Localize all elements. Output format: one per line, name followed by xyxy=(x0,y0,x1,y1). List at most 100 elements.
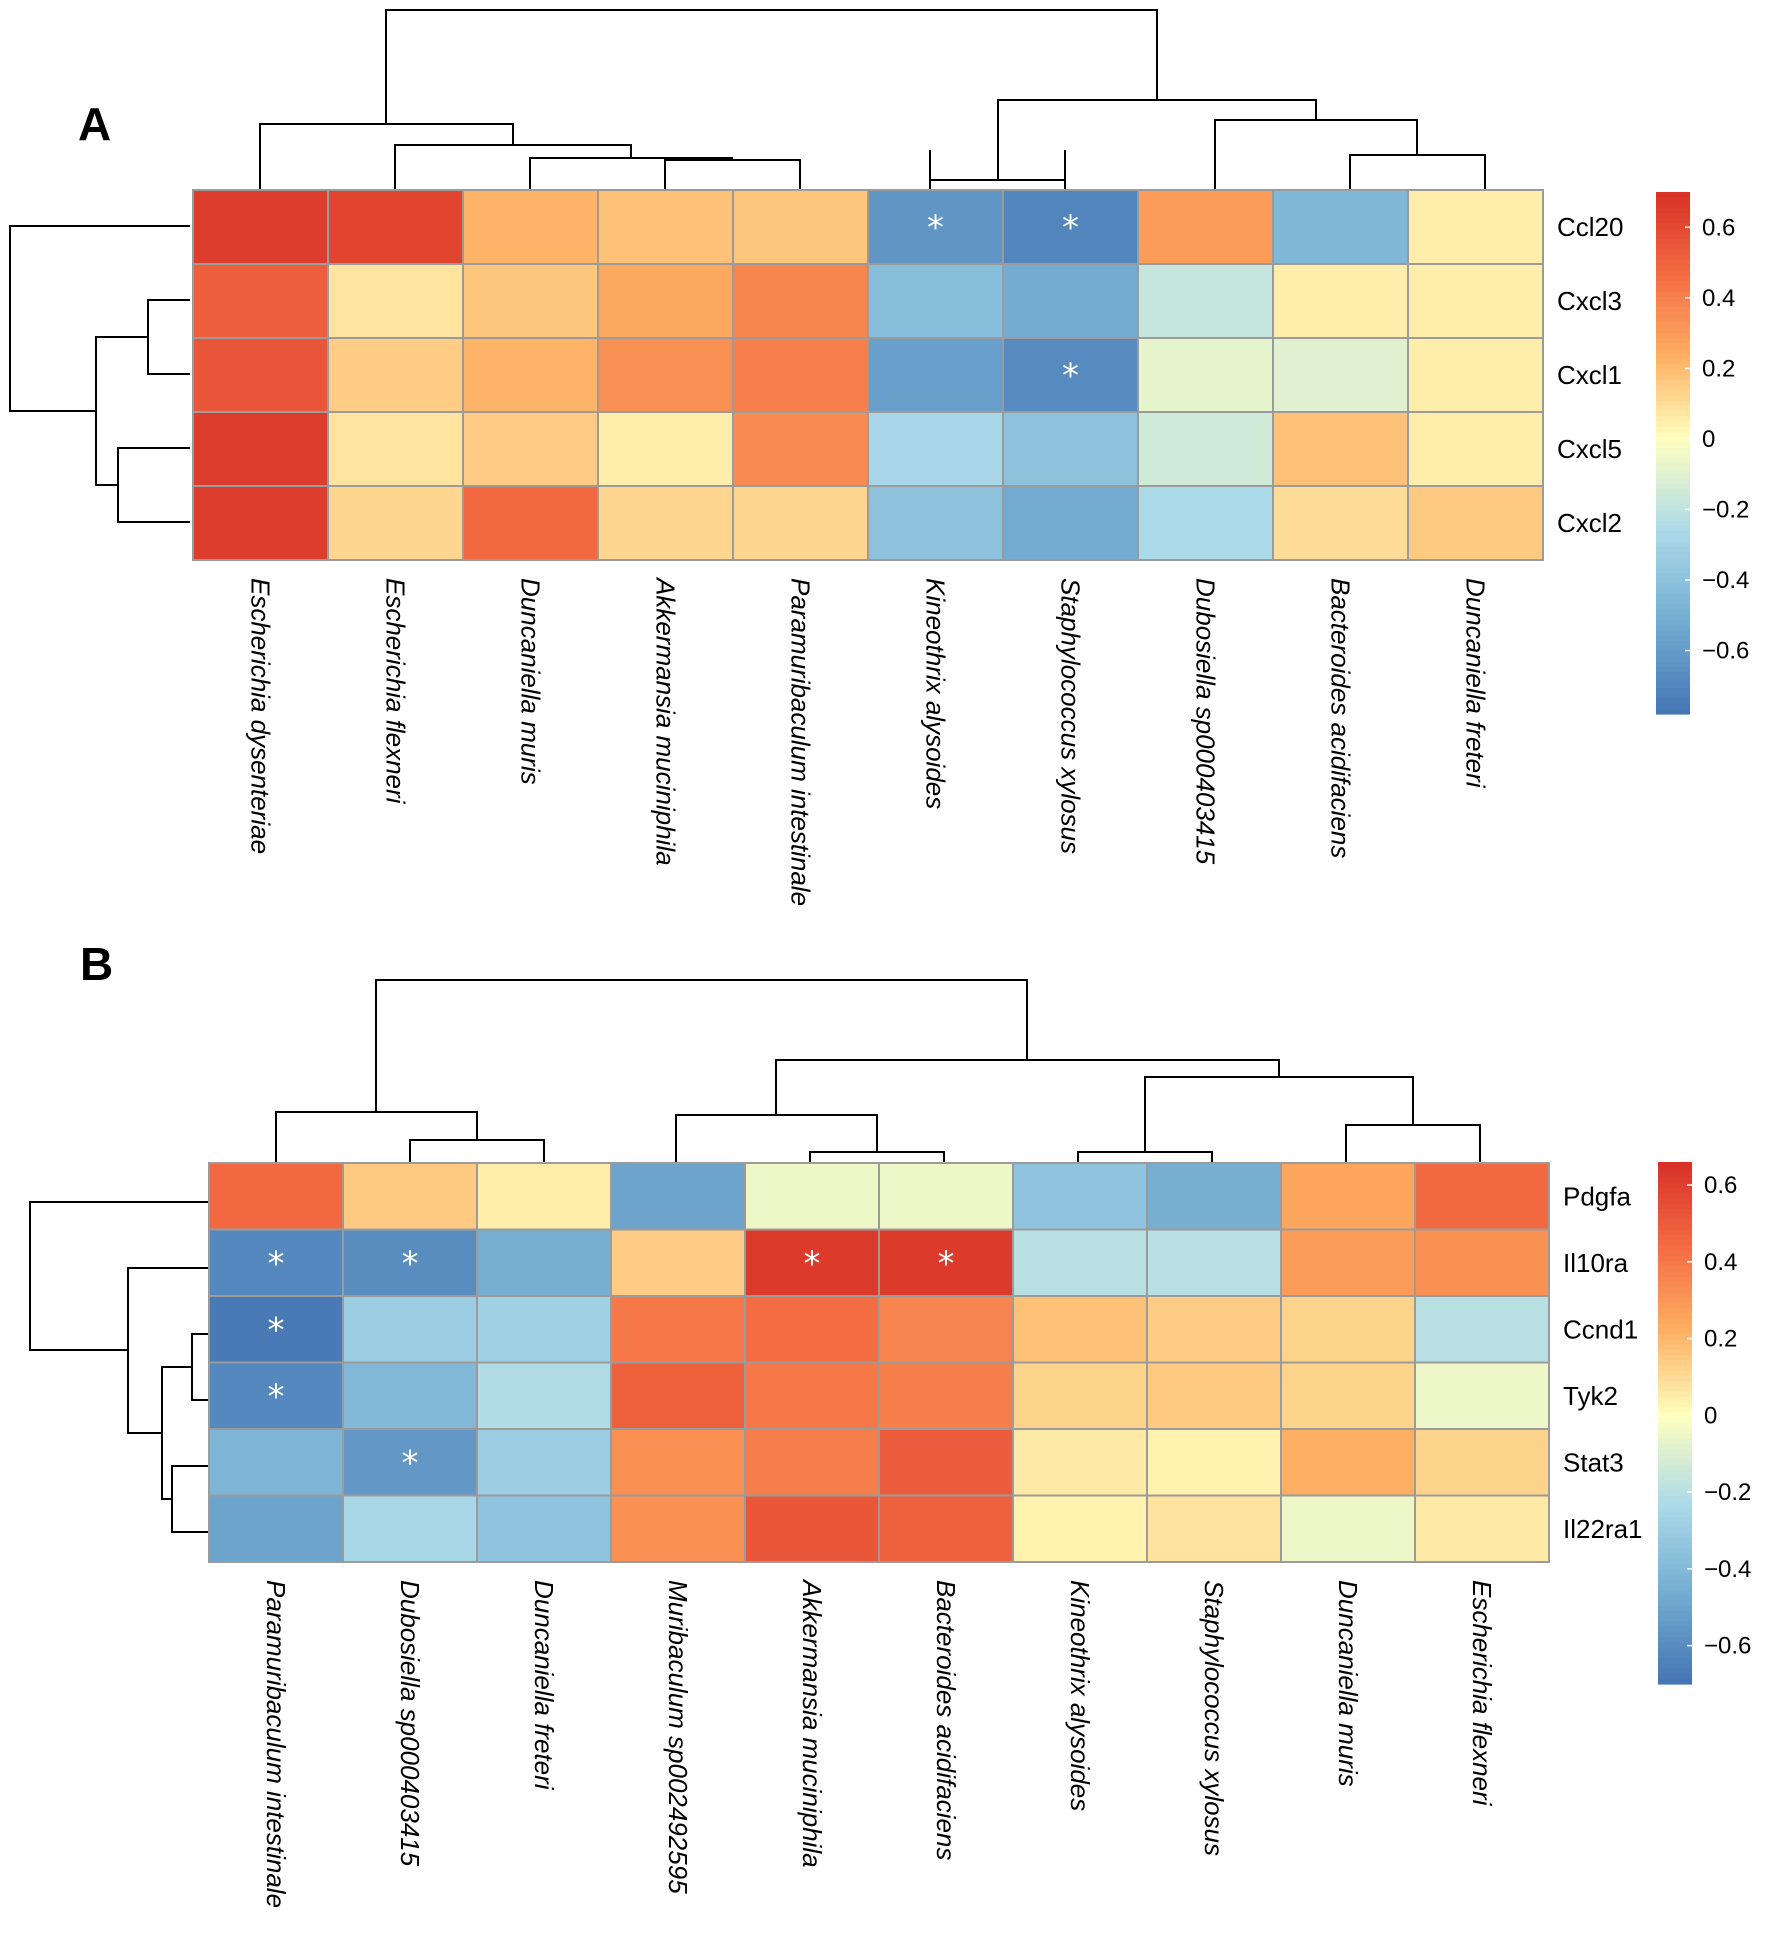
legend-tick-label: 0.4 xyxy=(1702,285,1735,312)
legend-gradient-segment xyxy=(1656,301,1690,308)
legend-gradient-segment xyxy=(1656,473,1690,480)
significance-star: * xyxy=(927,208,944,248)
heatmap-cell xyxy=(1414,1228,1550,1297)
column-label: Kineothrix alysoides xyxy=(921,578,951,809)
row-label: Il22ra1 xyxy=(1563,1514,1643,1544)
legend-gradient-segment xyxy=(1658,1355,1692,1361)
legend-gradient-segment xyxy=(1656,588,1690,595)
legend-gradient-segment xyxy=(1658,1590,1692,1596)
column-label: Bacteroides acidifaciens xyxy=(1326,578,1356,858)
heatmap-cell xyxy=(1146,1494,1282,1563)
column-label: Dubosiella sp000403415 xyxy=(1191,578,1221,865)
legend-gradient-segment xyxy=(1658,1657,1692,1664)
legend-gradient-segment xyxy=(1658,1360,1692,1367)
panel-a-row-dendrogram xyxy=(9,225,190,523)
column-label: Muribaculum sp002492595 xyxy=(663,1580,693,1894)
panel-a-label: A xyxy=(78,98,111,150)
row-label: Cxcl5 xyxy=(1557,434,1622,464)
legend-gradient-segment xyxy=(1656,265,1690,271)
legend-gradient-segment xyxy=(1656,453,1690,459)
legend-gradient-segment xyxy=(1658,1626,1692,1633)
legend-gradient-segment xyxy=(1656,682,1690,689)
legend-gradient-segment xyxy=(1656,343,1690,350)
heatmap-cell xyxy=(1280,1494,1416,1563)
legend-gradient-segment xyxy=(1658,1224,1692,1231)
legend-gradient-segment xyxy=(1656,562,1690,569)
legend-gradient-segment xyxy=(1656,479,1690,485)
legend-gradient-segment xyxy=(1658,1663,1692,1669)
legend-gradient-segment xyxy=(1656,651,1690,658)
heatmap-cell xyxy=(610,1295,746,1364)
panel-b-row-labels: Pdgfa Il10ra Ccnd1 Tyk2 Stat3 Il22ra1 xyxy=(1563,1181,1643,1544)
legend-tick-label: −0.6 xyxy=(1704,1633,1751,1660)
legend-gradient-segment xyxy=(1656,233,1690,240)
heatmap-cell xyxy=(476,1494,612,1563)
panel-b-label: B xyxy=(80,938,113,990)
heatmap-cell xyxy=(1146,1295,1282,1364)
legend-gradient-segment xyxy=(1658,1365,1692,1372)
legend-gradient-segment xyxy=(1656,338,1690,344)
legend-gradient-segment xyxy=(1658,1339,1692,1346)
legend-gradient-segment xyxy=(1658,1323,1692,1330)
legend-gradient-segment xyxy=(1656,458,1690,465)
column-label: Paramuribaculum intestinale xyxy=(786,578,816,906)
heatmap-cell xyxy=(1146,1428,1282,1497)
heatmap-cell xyxy=(192,337,329,413)
legend-tick-label: 0 xyxy=(1704,1402,1717,1429)
row-label: Pdgfa xyxy=(1563,1181,1631,1211)
significance-star: * xyxy=(268,1377,285,1417)
legend-gradient-segment xyxy=(1656,499,1690,506)
column-label: Duncaniella muris xyxy=(1333,1580,1363,1787)
heatmap-cell xyxy=(342,1494,478,1563)
heatmap-cell xyxy=(208,1494,344,1563)
heatmap-cell xyxy=(1272,337,1409,413)
heatmap-cell xyxy=(1414,1361,1550,1430)
legend-gradient-segment xyxy=(1656,578,1690,585)
heatmap-cell xyxy=(1012,1361,1148,1430)
heatmap-cell xyxy=(1414,1295,1550,1364)
legend-gradient-segment xyxy=(1658,1449,1692,1455)
legend-gradient-segment xyxy=(1656,667,1690,673)
column-label: Duncaniella freteri xyxy=(529,1580,559,1791)
heatmap-cell xyxy=(192,411,329,487)
legend-gradient-segment xyxy=(1658,1308,1692,1314)
heatmap-cell xyxy=(744,1361,880,1430)
legend-gradient-segment xyxy=(1658,1433,1692,1440)
legend-gradient-segment xyxy=(1658,1537,1692,1544)
panel-a-column-labels: Escherichia dysenteriae Escherichia flexn… xyxy=(246,576,1491,906)
legend-gradient-segment xyxy=(1658,1469,1692,1476)
legend-gradient-segment xyxy=(1656,207,1690,214)
heatmap-cell xyxy=(610,1162,746,1231)
legend-gradient-segment xyxy=(1658,1642,1692,1649)
heatmap-cell xyxy=(744,1295,880,1364)
row-label: Tyk2 xyxy=(1563,1381,1618,1411)
legend-gradient-segment xyxy=(1656,437,1690,444)
heatmap-cell xyxy=(1002,263,1139,339)
legend-gradient-segment xyxy=(1658,1548,1692,1555)
heatmap-cell xyxy=(732,411,869,487)
heatmap-cell xyxy=(610,1228,746,1297)
heatmap-cell xyxy=(744,1228,880,1297)
legend-gradient-segment xyxy=(1656,296,1690,303)
heatmap-cell xyxy=(1272,189,1409,265)
heatmap-cell xyxy=(1012,1494,1148,1563)
legend-gradient-segment xyxy=(1656,646,1690,652)
legend-gradient-segment xyxy=(1656,604,1690,611)
legend-gradient-segment xyxy=(1658,1496,1692,1502)
legend-gradient-segment xyxy=(1658,1438,1692,1445)
heatmap-cell xyxy=(342,1361,478,1430)
heatmap-cell xyxy=(1146,1162,1282,1231)
heatmap-cell xyxy=(1012,1228,1148,1297)
column-label: Staphylococcus xylosus xyxy=(1199,1580,1229,1856)
heatmap-cell xyxy=(732,189,869,265)
legend-tick-label: 0.2 xyxy=(1702,355,1735,382)
heatmap-cell xyxy=(1407,263,1544,339)
legend-gradient-segment xyxy=(1658,1162,1692,1168)
legend-gradient-segment xyxy=(1658,1334,1692,1341)
legend-gradient-segment xyxy=(1656,270,1690,277)
legend-gradient-segment xyxy=(1658,1376,1692,1382)
panel-a-color-legend: 0.6 0.4 0.2 0 −0.2 −0.4 −0.6 xyxy=(1656,192,1749,715)
legend-gradient-segment xyxy=(1658,1527,1692,1534)
legend-gradient-segment xyxy=(1656,202,1690,209)
heatmap-cell xyxy=(476,1428,612,1497)
